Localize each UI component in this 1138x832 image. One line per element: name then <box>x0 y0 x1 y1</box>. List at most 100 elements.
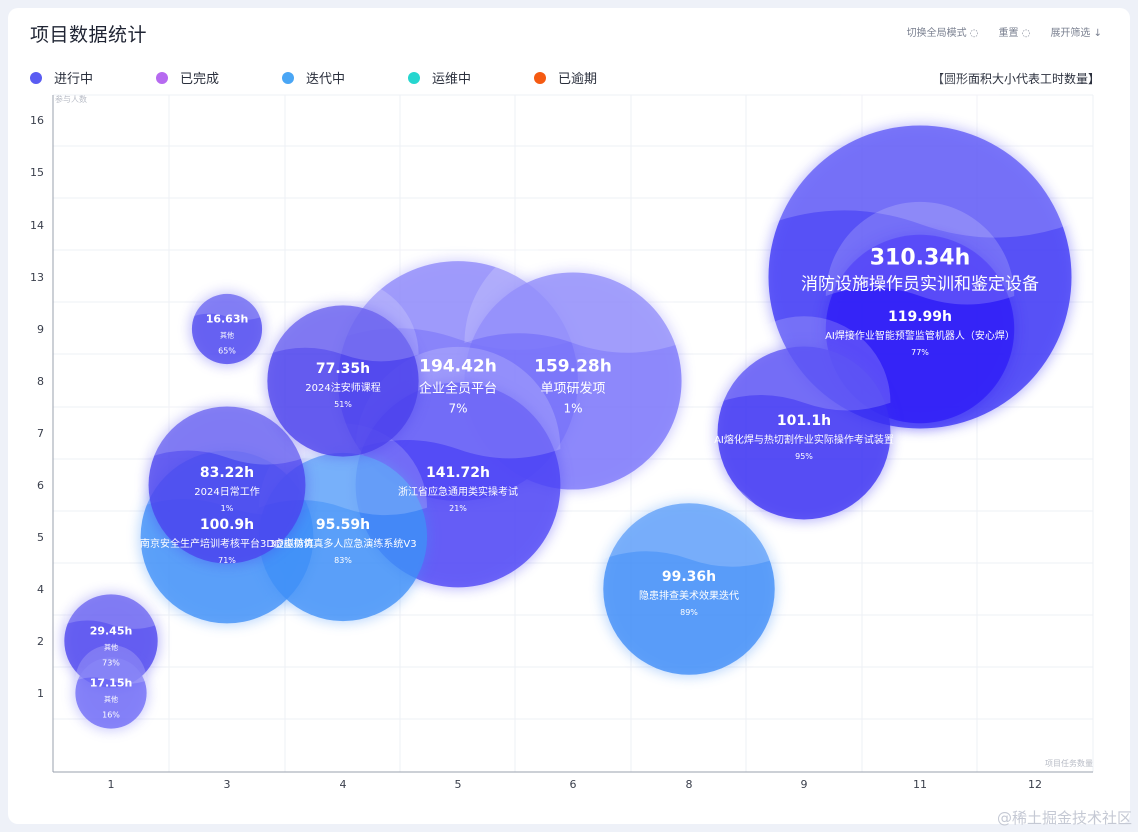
legend-label: 运维中 <box>432 72 472 87</box>
bubble-percent-label: 65% <box>218 347 236 356</box>
x-tick-label: 6 <box>570 778 577 791</box>
bubble-name-label: AI熔化焊与热切割作业实际操作考试装置 <box>714 433 894 446</box>
bubble-wave <box>267 278 419 362</box>
refresh-icon: ◌ <box>1021 28 1031 39</box>
bubble-wave <box>64 578 158 629</box>
bubble-circle <box>191 293 263 365</box>
bubble-percent-label: 89% <box>680 608 698 617</box>
bubble-labels: 310.34h 消防设施操作员实训和鉴定设备 194.42h 企业全员平台 7% 159.… <box>90 245 1039 719</box>
legend-dot <box>30 71 42 84</box>
bubble-wave <box>191 281 263 320</box>
bubble-circle <box>603 503 775 675</box>
x-tick-label: 8 <box>686 778 693 791</box>
bubble-name-label: 隐患排查美术效果迭代 <box>639 589 739 602</box>
bubble-wave <box>825 201 1015 305</box>
y-tick-label: 8 <box>37 375 44 388</box>
x-axis-title: 项目任务数量 <box>1045 758 1093 768</box>
bubble-hours-label: 95.59h <box>316 517 370 533</box>
bubble[interactable] <box>146 379 308 566</box>
bubble-percent-label: 1% <box>221 504 234 513</box>
bubble[interactable] <box>715 316 893 522</box>
watermark: @稀土掘金技术社区 <box>996 809 1132 827</box>
bubble-wave <box>717 316 891 411</box>
bubble-circle <box>267 305 419 457</box>
legend-item-iterating[interactable]: 迭代中 <box>282 68 408 87</box>
bubble-circle <box>75 657 147 729</box>
bubble-hours-label: 29.45h <box>90 625 133 638</box>
bubble-hours-label: 100.9h <box>200 517 254 533</box>
bubble-percent-label: 21% <box>449 504 467 513</box>
bubble-hours-label: 99.36h <box>662 569 716 585</box>
bubble-circle <box>825 234 1015 424</box>
bubble-percent-label: 71% <box>218 556 236 565</box>
bubble-percent-label: 1% <box>563 401 582 415</box>
x-tick-label: 9 <box>801 778 808 791</box>
y-tick-label: 4 <box>37 583 44 596</box>
x-tick-label: 11 <box>913 778 927 791</box>
y-axis-title: 参与人数 <box>55 94 87 104</box>
bubble-hours-label: 159.28h <box>534 356 612 376</box>
expand-filter-button[interactable]: 展开筛选 ↓ <box>1050 28 1102 39</box>
bubble-wave <box>464 234 682 353</box>
bubble-name-label: 企业全员平台 <box>419 380 497 396</box>
bubble[interactable] <box>601 473 777 677</box>
bubble-name-label: 其他 <box>220 331 234 340</box>
legend-item-overdue[interactable]: 已逾期 <box>534 68 660 87</box>
bubble-name-label: 单项研发项 <box>540 380 605 396</box>
legend-item-in-progress[interactable]: 进行中 <box>30 68 156 87</box>
toggle-global-mode-button[interactable]: 切换全局模式 ◌ <box>907 24 979 39</box>
bubble-hours-label: 77.35h <box>316 361 370 377</box>
bubble-hours-label: 83.22h <box>200 465 254 481</box>
bubble-percent-label: 95% <box>795 452 813 461</box>
bubble-wave <box>603 473 775 567</box>
legend-dot <box>534 71 546 84</box>
y-tick-label: 13 <box>30 271 44 284</box>
bubble-hours-label: 17.15h <box>90 677 133 690</box>
y-tick-label: 6 <box>37 479 44 492</box>
x-tick-label: 4 <box>340 778 347 791</box>
y-tick-label: 1 <box>37 687 44 700</box>
bubble-name-label: 2024日常工作 <box>194 485 259 498</box>
y-tick-label: 16 <box>30 114 44 127</box>
legend-label: 进行中 <box>54 72 94 87</box>
bubble-hours-label: 16.63h <box>206 313 249 326</box>
bubble-wave <box>148 379 306 465</box>
bubble-wave <box>768 72 1072 238</box>
bubble-percent-label: 83% <box>334 556 352 565</box>
bubble[interactable] <box>73 644 149 731</box>
bubble-percent-label: 16% <box>102 711 120 720</box>
bubble-circle <box>148 406 306 564</box>
bubble-name-label: 3D虚拟仿真多人应急演练系统V3 <box>269 537 416 550</box>
legend-dot <box>282 71 294 84</box>
area-note: 【圆形面积大小代表工时数量】 <box>931 72 1100 86</box>
bubble[interactable] <box>265 278 421 459</box>
y-tick-label: 2 <box>37 635 44 648</box>
bubble-percent-label: 73% <box>102 659 120 668</box>
bubble-hours-label: 101.1h <box>777 413 831 429</box>
bubble-name-label: 浙江省应急通用类实操考试 <box>398 485 518 498</box>
y-tick-label: 15 <box>30 166 44 179</box>
legend-item-completed[interactable]: 已完成 <box>156 68 282 87</box>
bubble-hours-label: 194.42h <box>419 356 497 376</box>
bubble[interactable] <box>189 281 265 367</box>
y-tick-label: 7 <box>37 427 44 440</box>
legend-item-maintenance[interactable]: 运维中 <box>408 68 534 87</box>
x-tick-label: 1 <box>108 778 115 791</box>
bubble-hours-label: 141.72h <box>426 465 490 481</box>
chart-actions: 切换全局模式 ◌ 重置 ◌ 展开筛选 ↓ <box>907 24 1102 39</box>
legend-label: 已完成 <box>180 72 220 87</box>
bubble-name-label: 其他 <box>104 643 118 652</box>
bubble-hours-label: 310.34h <box>870 245 971 270</box>
x-tick-label: 12 <box>1028 778 1042 791</box>
bubble-name-label: 南京安全生产培训考核平台3D虚拟仿真 <box>140 537 314 550</box>
reset-label: 重置 <box>998 28 1019 39</box>
refresh-icon: ◌ <box>969 28 979 39</box>
reset-button[interactable]: 重置 ◌ <box>999 24 1031 39</box>
x-tick-label: 3 <box>224 778 231 791</box>
x-tick-label: 5 <box>455 778 462 791</box>
bubble-name-label: 2024注安师课程 <box>305 381 380 394</box>
toggle-global-mode-label: 切换全局模式 <box>906 28 967 39</box>
legend-dot <box>408 71 420 84</box>
bubble-name-label: 其他 <box>104 695 118 704</box>
